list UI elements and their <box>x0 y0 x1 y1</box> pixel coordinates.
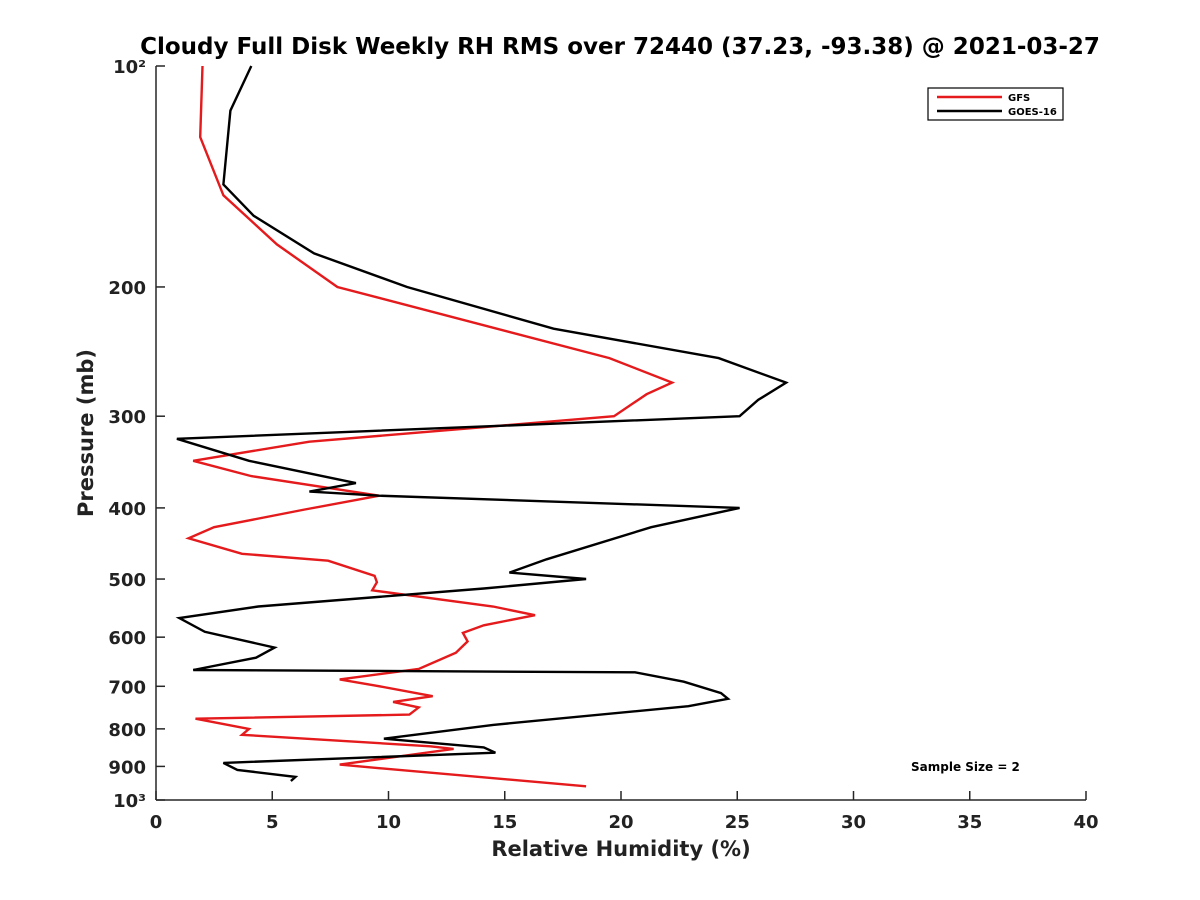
legend: GFS GOES-16 <box>927 87 1064 121</box>
sample-size-annotation: Sample Size = 2 <box>911 760 1020 774</box>
x-tick-label: 20 <box>608 812 633 833</box>
legend-label-goes-16: GOES-16 <box>1008 107 1057 118</box>
chart-title: Cloudy Full Disk Weekly RH RMS over 7244… <box>140 34 1100 60</box>
y-axis-label: Pressure (mb) <box>74 349 98 517</box>
y-tick-label: 400 <box>108 499 146 520</box>
y-tick-label: 700 <box>108 677 146 698</box>
y-tick-label: 10³ <box>113 791 146 812</box>
x-tick-label: 10 <box>376 812 401 833</box>
x-tick-label: 5 <box>266 812 279 833</box>
x-axis-ticks: 0 5 10 15 20 25 30 35 40 <box>150 791 1099 833</box>
plot-area <box>175 65 789 788</box>
x-axis-label: Relative Humidity (%) <box>491 837 750 861</box>
y-tick-label: 600 <box>108 628 146 649</box>
y-tick-label: 300 <box>108 407 146 428</box>
y-tick-label: 10² <box>113 57 146 78</box>
x-tick-label: 25 <box>725 812 750 833</box>
x-tick-label: 35 <box>957 812 982 833</box>
x-tick-label: 15 <box>492 812 517 833</box>
x-tick-label: 30 <box>841 812 866 833</box>
y-axis-ticks: 10² 200 300 400 500 600 700 800 900 10³ <box>108 57 165 812</box>
y-tick-label: 500 <box>108 570 146 591</box>
series-line-goes-16 <box>175 65 789 782</box>
y-tick-label: 900 <box>108 757 146 778</box>
series-line-gfs <box>185 65 676 788</box>
y-tick-label: 800 <box>108 720 146 741</box>
legend-label-gfs: GFS <box>1008 93 1030 104</box>
x-tick-label: 0 <box>150 812 163 833</box>
legend-box <box>927 87 1064 121</box>
x-tick-label: 40 <box>1073 812 1098 833</box>
y-tick-label: 200 <box>108 278 146 299</box>
